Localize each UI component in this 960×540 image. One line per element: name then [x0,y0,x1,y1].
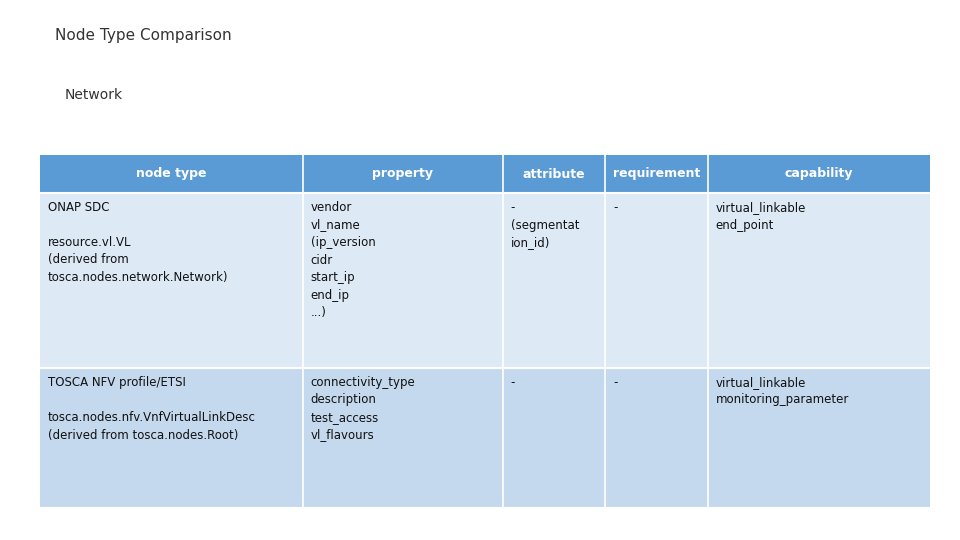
Text: -: - [511,376,516,389]
Text: requirement: requirement [612,167,700,180]
Bar [40,155,930,193]
Text: vendor
vl_name
(ip_version
cidr
start_ip
end_ip
...): vendor vl_name (ip_version cidr start_ip… [310,201,375,319]
Text: virtual_linkable
monitoring_parameter: virtual_linkable monitoring_parameter [715,376,849,407]
Text: capability: capability [784,167,853,180]
Text: Network: Network [65,88,123,102]
Text: -: - [613,376,617,389]
Text: virtual_linkable
end_point: virtual_linkable end_point [715,201,805,232]
Text: connectivity_type
description
test_access
vl_flavours: connectivity_type description test_acces… [310,376,416,442]
Bar [40,193,930,368]
Text: ONAP SDC

resource.vl.VL
(derived from
tosca.nodes.network.Network): ONAP SDC resource.vl.VL (derived from to… [48,201,228,284]
Text: property: property [372,167,433,180]
Bar [40,368,930,508]
Text: -
(segmentat
ion_id): - (segmentat ion_id) [511,201,579,249]
Text: Node Type Comparison: Node Type Comparison [55,28,231,43]
Text: attribute: attribute [522,167,586,180]
Text: TOSCA NFV profile/ETSI

tosca.nodes.nfv.VnfVirtualLinkDesc
(derived from tosca.n: TOSCA NFV profile/ETSI tosca.nodes.nfv.V… [48,376,256,442]
Text: node type: node type [136,167,206,180]
Text: -: - [613,201,617,214]
